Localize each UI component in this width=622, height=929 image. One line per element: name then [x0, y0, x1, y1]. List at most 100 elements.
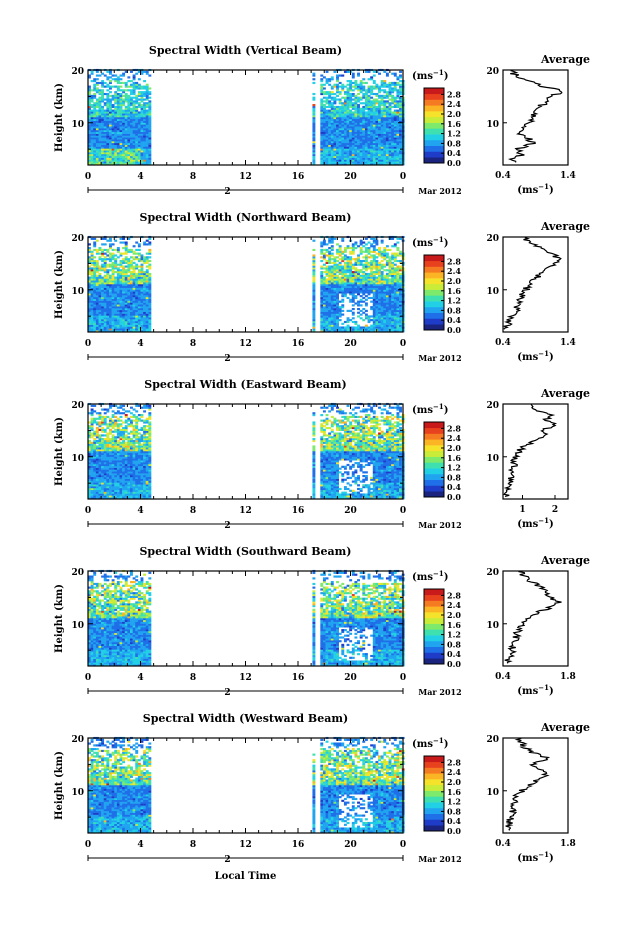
heatmap-cell	[385, 150, 389, 153]
heatmap-cell	[135, 306, 139, 309]
heatmap-cell	[383, 122, 387, 125]
heatmap-cell	[325, 98, 329, 101]
heatmap-cell	[336, 287, 339, 290]
heatmap-cell	[101, 98, 105, 101]
heatmap-cell	[343, 91, 347, 94]
heatmap-cell	[148, 276, 152, 279]
heatmap-cell	[391, 276, 395, 279]
heatmap-cell	[349, 98, 353, 101]
heatmap-cell	[98, 129, 102, 133]
heatmap-cell	[325, 70, 329, 73]
heatmap-cell	[148, 133, 152, 136]
heatmap-cell	[399, 302, 402, 305]
heatmap-cell	[346, 159, 350, 162]
heatmap-cell	[364, 269, 368, 272]
heatmap-cell	[341, 306, 345, 309]
heatmap-cell	[325, 78, 329, 81]
heatmap-cell	[367, 315, 371, 318]
heatmap-cell	[362, 271, 366, 274]
heatmap-cell	[130, 311, 133, 314]
heatmap-cell	[362, 111, 366, 114]
heatmap-cell	[98, 163, 102, 166]
heatmap-cell	[357, 293, 360, 296]
heatmap-cell	[124, 98, 128, 101]
heatmap-cell	[375, 102, 379, 105]
heatmap-cell	[106, 133, 110, 136]
heatmap-cell	[116, 122, 120, 125]
heatmap-cell	[346, 128, 350, 131]
heatmap-cell	[127, 148, 131, 151]
heatmap-cell	[103, 104, 107, 107]
heatmap-cell	[396, 298, 400, 301]
heatmap-cell	[325, 320, 329, 324]
heatmap-cell	[336, 140, 339, 144]
heatmap-cell	[325, 105, 329, 109]
heatmap-cell	[330, 269, 334, 272]
heatmap-cell	[375, 122, 379, 125]
heatmap-cell	[328, 96, 332, 99]
heatmap-cell	[393, 150, 397, 153]
heatmap-cell	[354, 140, 358, 144]
heatmap-cell	[378, 295, 381, 298]
heatmap-cell	[378, 87, 381, 90]
heatmap-cell	[338, 126, 342, 129]
heatmap-cell	[135, 241, 139, 244]
heatmap-cell	[140, 128, 144, 131]
heatmap-cell	[357, 118, 360, 121]
heatmap-cell	[148, 252, 152, 255]
heatmap-cell	[388, 139, 392, 142]
heatmap-cell	[399, 252, 402, 255]
heatmap-cell	[383, 159, 387, 162]
heatmap-cell	[103, 276, 107, 279]
heatmap-cell	[88, 261, 91, 264]
heatmap-cell	[391, 300, 395, 303]
heatmap-cell	[385, 74, 389, 77]
heatmap-cell	[378, 289, 381, 292]
heatmap-cell	[396, 142, 400, 145]
heatmap-cell	[354, 98, 358, 101]
day-label: 2	[224, 187, 230, 197]
heatmap-cell	[367, 115, 371, 118]
heatmap-cell	[122, 315, 126, 318]
heatmap-cell	[388, 116, 392, 120]
heatmap-cell	[116, 248, 120, 252]
heatmap-cell	[312, 248, 316, 252]
x-tick-label: 12	[239, 339, 252, 349]
heatmap-cell	[354, 155, 358, 158]
heatmap-cell	[325, 140, 329, 144]
heatmap-cell	[343, 320, 347, 324]
heatmap-cell	[375, 278, 379, 281]
heatmap-cell	[109, 306, 112, 309]
heatmap-cell	[367, 285, 371, 288]
heatmap-cell	[320, 296, 324, 300]
heatmap-cell	[145, 256, 149, 259]
heatmap-cell	[143, 80, 147, 83]
heatmap-cell	[388, 304, 392, 307]
heatmap-cell	[333, 83, 337, 86]
heatmap-cell	[114, 317, 118, 320]
heatmap-cell	[385, 72, 389, 75]
heatmap-cell	[143, 274, 147, 277]
heatmap-cell	[111, 252, 115, 255]
heatmap-cell	[122, 241, 126, 244]
heatmap-cell	[90, 320, 94, 324]
heatmap-cell	[143, 159, 147, 162]
heatmap-cell	[367, 89, 371, 92]
heatmap-cell	[391, 267, 395, 270]
heatmap-cell	[312, 272, 316, 276]
heatmap-cell	[367, 142, 371, 145]
heatmap-cell	[93, 272, 97, 276]
heatmap-cell	[148, 282, 152, 285]
heatmap-cell	[399, 326, 402, 329]
heatmap-cell	[320, 252, 324, 255]
heatmap-cell	[127, 237, 131, 240]
heatmap-cell	[346, 283, 350, 287]
heatmap-cell	[385, 85, 389, 88]
heatmap-cell	[93, 267, 97, 270]
heatmap-cell	[328, 259, 332, 263]
heatmap-cell	[346, 271, 350, 274]
heatmap-cell	[385, 146, 389, 149]
heatmap-cell	[148, 150, 152, 153]
heatmap-cell	[116, 159, 120, 162]
heatmap-cell	[135, 285, 139, 288]
